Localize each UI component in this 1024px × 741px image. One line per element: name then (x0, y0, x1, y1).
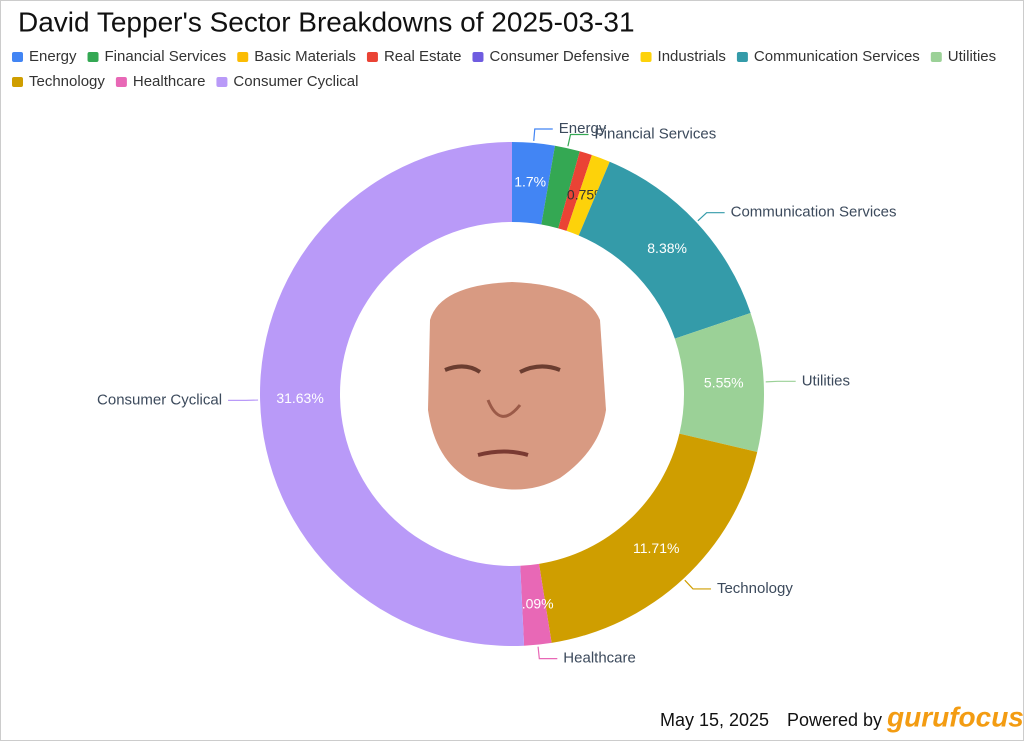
footer-brand: gurufocus (886, 701, 1024, 732)
footer-powered: Powered by (787, 710, 882, 730)
leader-line (533, 128, 553, 141)
photo-nose (486, 399, 522, 418)
slice-name: Consumer Cyclical (97, 391, 222, 408)
legend-swatch (12, 77, 23, 87)
legend-swatch (366, 52, 378, 62)
legend-label: Basic Materials (254, 48, 356, 65)
legend-label: Real Estate (384, 48, 462, 65)
donut-segment (578, 161, 751, 339)
slice-name: Healthcare (563, 650, 636, 667)
legend-swatch (87, 52, 99, 62)
donut-segment (674, 312, 765, 452)
photo-eyes (444, 364, 561, 374)
legend-swatch (930, 52, 942, 62)
legend-label: Consumer Defensive (489, 48, 629, 65)
legend-label: Industrials (658, 48, 726, 65)
legend-label: Utilities (948, 48, 996, 65)
donut-segment (539, 433, 758, 643)
value-label: 31.63% (276, 390, 323, 406)
donut-segment (512, 142, 555, 225)
value-label: 1.09% (514, 596, 554, 612)
leader-line (567, 133, 589, 147)
legend-label: Financial Services (105, 48, 227, 65)
legend: Energy Financial Services Basic Materials R… (12, 48, 996, 90)
photo-mouth (477, 449, 529, 457)
legend-swatch (115, 77, 127, 87)
slice-name: Financial Services (595, 125, 717, 142)
legend-swatch (472, 52, 484, 62)
legend-swatch (237, 52, 249, 62)
leader-line (697, 212, 725, 222)
legend-swatch (736, 52, 748, 62)
leader-line (537, 646, 558, 660)
slice-name: Energy (559, 120, 607, 137)
donut-segment (566, 155, 610, 236)
photo-face (428, 282, 606, 490)
footer-date: May 15, 2025 (660, 710, 769, 730)
legend-label: Communication Services (754, 48, 920, 65)
center-photo (428, 282, 606, 490)
slice-name: Utilities (802, 372, 850, 389)
value-label: 8.38% (647, 240, 687, 256)
legend-label: Healthcare (133, 73, 206, 90)
chart-title: David Tepper's Sector Breakdowns of 2025… (18, 6, 635, 37)
legend-label: Energy (29, 48, 77, 65)
donut-segment (260, 142, 525, 646)
legend-label: Consumer Cyclical (233, 73, 358, 90)
donut-segment (558, 151, 592, 231)
slice-name: Communication Services (731, 204, 897, 221)
legend-swatch (640, 52, 652, 62)
donut-segment (520, 563, 552, 646)
slice-name: Technology (717, 580, 793, 597)
value-label: 1.7% (514, 173, 546, 189)
value-label: 11.71% (633, 540, 679, 556)
legend-swatch (216, 77, 228, 87)
legend-swatch (12, 52, 23, 62)
leader-line (684, 579, 711, 590)
leader-line (765, 380, 796, 383)
donut-segment (541, 145, 580, 229)
value-label: 5.55% (704, 375, 744, 391)
legend-label: Technology (29, 73, 105, 90)
